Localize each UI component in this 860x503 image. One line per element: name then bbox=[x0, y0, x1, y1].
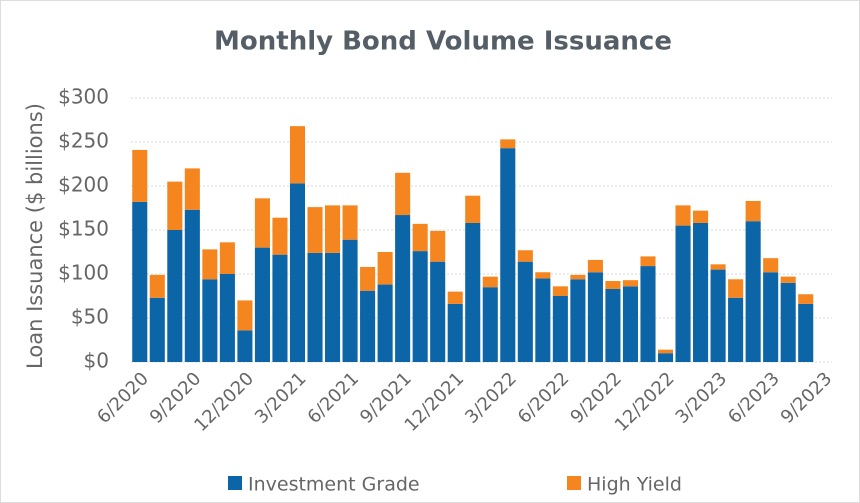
bar-segment bbox=[254, 198, 270, 248]
bar-segment bbox=[465, 195, 481, 223]
bar-segment bbox=[202, 249, 218, 280]
bar-segment bbox=[289, 183, 306, 362]
bar-segment bbox=[605, 288, 621, 362]
bar-segment bbox=[272, 254, 288, 362]
bar-segment bbox=[728, 297, 744, 362]
bar-segment bbox=[657, 349, 674, 354]
bar-segment bbox=[745, 221, 761, 362]
y-tick-label: $150 bbox=[58, 217, 109, 241]
bar-segment bbox=[395, 215, 411, 362]
bar-segment bbox=[640, 266, 656, 362]
bar-segment bbox=[763, 272, 779, 362]
bar-segment bbox=[132, 201, 148, 362]
bar-segment bbox=[693, 222, 709, 362]
bar-segment bbox=[219, 274, 235, 362]
bar-segment bbox=[237, 300, 253, 331]
bar-segment bbox=[219, 242, 235, 274]
bar-segment bbox=[570, 274, 586, 280]
bar-segment bbox=[500, 148, 516, 362]
bar-segment bbox=[517, 261, 533, 362]
y-tick-label: $50 bbox=[71, 305, 109, 329]
bar-segment bbox=[640, 256, 656, 267]
bar-segment bbox=[675, 205, 691, 226]
bar-segment bbox=[202, 279, 218, 362]
bar-segment bbox=[675, 225, 691, 362]
bar-segment bbox=[622, 280, 638, 287]
y-tick-label: $100 bbox=[58, 261, 109, 285]
bar-segment bbox=[798, 294, 814, 304]
bar-segment bbox=[482, 276, 498, 288]
bar-segment bbox=[587, 259, 603, 273]
legend-swatch bbox=[567, 476, 581, 490]
bar-segment bbox=[605, 281, 621, 289]
bar-segment bbox=[377, 252, 393, 285]
legend-label: High Yield bbox=[587, 474, 682, 496]
bar-segment bbox=[570, 279, 586, 362]
y-tick-label: $200 bbox=[58, 173, 109, 197]
bar-segment bbox=[745, 200, 761, 222]
bar-segment bbox=[254, 247, 270, 362]
bar-segment bbox=[342, 205, 358, 240]
bar-segment bbox=[289, 126, 306, 184]
bar-segment bbox=[430, 261, 446, 362]
bar-segment bbox=[307, 252, 323, 362]
bar-segment bbox=[447, 291, 463, 304]
bar-segment bbox=[430, 230, 446, 262]
bar-segment bbox=[710, 269, 726, 362]
bar-segment bbox=[360, 290, 376, 362]
bar-segment bbox=[552, 286, 568, 296]
bar-segment bbox=[132, 149, 148, 202]
bar-segment bbox=[780, 276, 796, 283]
bar-segment bbox=[149, 274, 165, 298]
bar-segment bbox=[710, 264, 726, 270]
bar-segment bbox=[763, 258, 779, 273]
bar-segment bbox=[535, 278, 551, 362]
bar-segment bbox=[395, 172, 411, 216]
bar-segment bbox=[657, 353, 674, 362]
bar-segment bbox=[412, 251, 428, 362]
bar-segment bbox=[167, 181, 183, 230]
bar-segment bbox=[377, 284, 393, 362]
bar-segment bbox=[587, 272, 603, 362]
bar-segment bbox=[184, 168, 200, 210]
bar-segment bbox=[552, 296, 568, 362]
bar-segment bbox=[728, 279, 744, 298]
bar-segment bbox=[798, 303, 814, 362]
bar-segment bbox=[149, 297, 165, 362]
bar-segment bbox=[342, 239, 358, 362]
bar-segment bbox=[517, 250, 533, 262]
bar-segment bbox=[237, 330, 253, 362]
chart-title: Monthly Bond Volume Issuance bbox=[214, 27, 672, 57]
bar-segment bbox=[412, 223, 428, 252]
bar-segment bbox=[167, 230, 183, 362]
bar-segment bbox=[272, 217, 288, 255]
bar-segment bbox=[500, 139, 516, 149]
bar-segment bbox=[780, 282, 796, 362]
bar-segment bbox=[325, 252, 341, 362]
y-tick-label: $250 bbox=[58, 129, 109, 153]
bar-segment bbox=[360, 266, 376, 291]
legend-label: Investment Grade bbox=[248, 474, 420, 496]
y-tick-label: $300 bbox=[58, 85, 109, 109]
y-tick-label: $0 bbox=[84, 349, 109, 373]
y-axis-title: Loan Issuance ($ billions) bbox=[23, 103, 47, 369]
bar-segment bbox=[325, 205, 341, 253]
bar-segment bbox=[535, 272, 551, 279]
bar-segment bbox=[693, 210, 709, 223]
bar-segment bbox=[184, 209, 200, 362]
bar-segment bbox=[482, 287, 498, 362]
bar-segment bbox=[622, 286, 638, 362]
bar-segment bbox=[447, 303, 463, 362]
bar-segment bbox=[307, 207, 323, 253]
legend-swatch bbox=[228, 476, 242, 490]
bar-segment bbox=[465, 222, 481, 362]
